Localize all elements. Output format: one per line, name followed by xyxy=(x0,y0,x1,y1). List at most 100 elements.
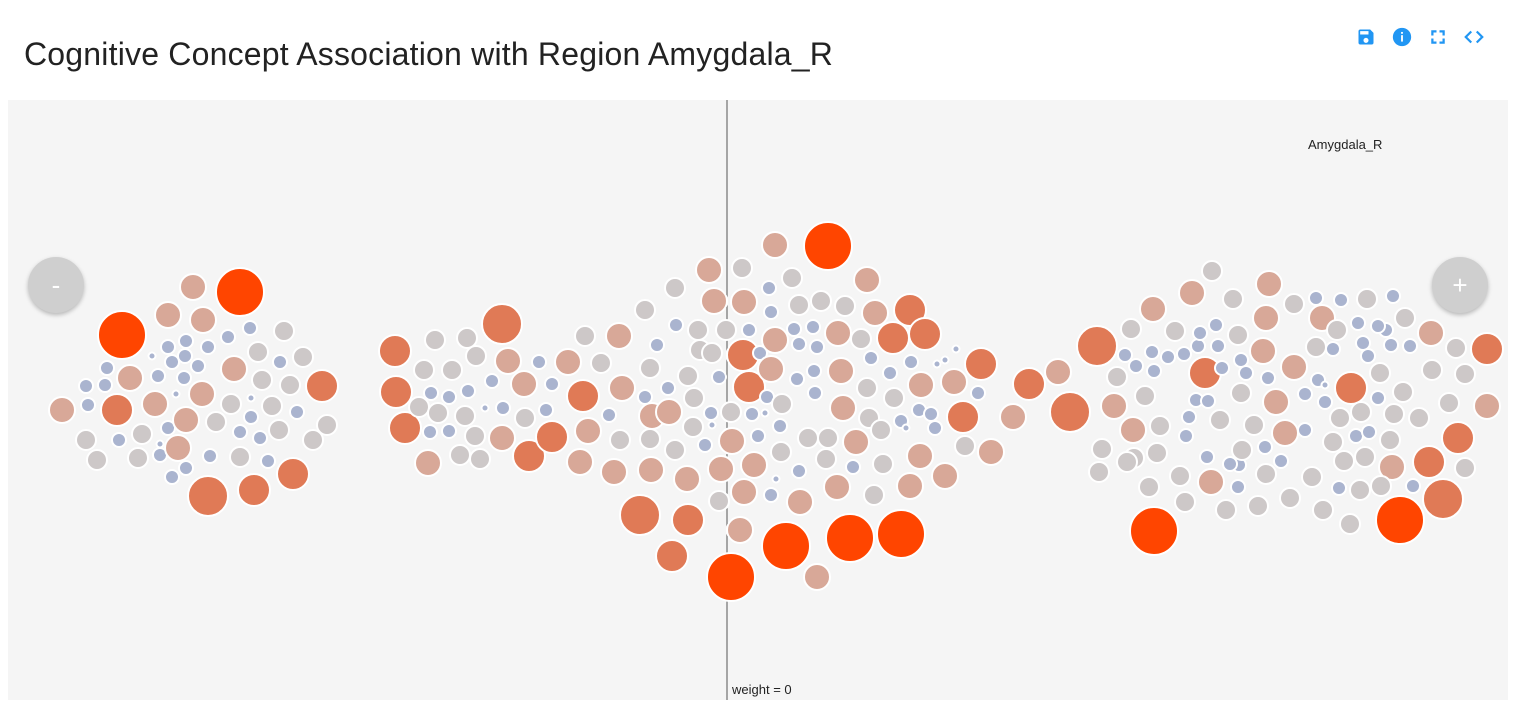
concept-bubble[interactable] xyxy=(664,439,686,461)
concept-bubble[interactable] xyxy=(292,346,314,368)
concept-bubble[interactable] xyxy=(1438,392,1460,414)
concept-bubble[interactable] xyxy=(1230,479,1246,495)
concept-bubble[interactable] xyxy=(574,325,596,347)
concept-bubble[interactable] xyxy=(940,355,950,365)
concept-bubble[interactable] xyxy=(673,465,701,493)
concept-bubble[interactable] xyxy=(100,393,134,427)
concept-bubble[interactable] xyxy=(494,347,522,375)
concept-bubble[interactable] xyxy=(842,428,870,456)
concept-bubble[interactable] xyxy=(1199,449,1215,465)
concept-bubble[interactable] xyxy=(1255,463,1277,485)
concept-bubble[interactable] xyxy=(544,376,560,392)
concept-bubble[interactable] xyxy=(805,319,821,335)
concept-bubble[interactable] xyxy=(1174,491,1196,513)
concept-bubble[interactable] xyxy=(1405,478,1421,494)
concept-bubble[interactable] xyxy=(1252,304,1280,332)
concept-bubble[interactable] xyxy=(1138,476,1160,498)
concept-bubble[interactable] xyxy=(788,294,810,316)
concept-bubble[interactable] xyxy=(1402,338,1418,354)
concept-bubble[interactable] xyxy=(514,407,536,429)
concept-bubble[interactable] xyxy=(637,389,653,405)
fullscreen-icon[interactable] xyxy=(1427,26,1449,48)
concept-bubble[interactable] xyxy=(1334,371,1368,405)
concept-bubble[interactable] xyxy=(1370,390,1386,406)
concept-bubble[interactable] xyxy=(1243,414,1265,436)
concept-bubble[interactable] xyxy=(171,389,181,399)
concept-bubble[interactable] xyxy=(907,371,935,399)
concept-bubble[interactable] xyxy=(1255,270,1283,298)
concept-bubble[interactable] xyxy=(220,329,236,345)
concept-bubble[interactable] xyxy=(803,563,831,591)
concept-bubble[interactable] xyxy=(164,354,180,370)
concept-bubble[interactable] xyxy=(261,395,283,417)
concept-bubble[interactable] xyxy=(1200,393,1216,409)
concept-bubble[interactable] xyxy=(1044,358,1072,386)
concept-bubble[interactable] xyxy=(531,354,547,370)
concept-bubble[interactable] xyxy=(1231,439,1253,461)
concept-bubble[interactable] xyxy=(1348,428,1364,444)
concept-bubble[interactable] xyxy=(189,306,217,334)
concept-bubble[interactable] xyxy=(178,460,194,476)
concept-bubble[interactable] xyxy=(488,424,516,452)
concept-bubble[interactable] xyxy=(1361,424,1377,440)
concept-bubble[interactable] xyxy=(1297,422,1313,438)
concept-bubble[interactable] xyxy=(655,398,683,426)
concept-bubble[interactable] xyxy=(260,453,276,469)
concept-bubble[interactable] xyxy=(732,370,766,404)
concept-bubble[interactable] xyxy=(718,427,746,455)
concept-bubble[interactable] xyxy=(127,447,149,469)
concept-bubble[interactable] xyxy=(1144,344,1160,360)
concept-bubble[interactable] xyxy=(761,326,789,354)
concept-bubble[interactable] xyxy=(883,387,905,409)
concept-bubble[interactable] xyxy=(1355,335,1371,351)
concept-bubble[interactable] xyxy=(205,411,227,433)
concept-bubble[interactable] xyxy=(752,345,768,361)
concept-bubble[interactable] xyxy=(1312,499,1334,521)
concept-bubble[interactable] xyxy=(761,521,811,571)
concept-bubble[interactable] xyxy=(605,322,633,350)
concept-bubble[interactable] xyxy=(1273,453,1289,469)
concept-bubble[interactable] xyxy=(870,419,892,441)
concept-bubble[interactable] xyxy=(1454,363,1476,385)
concept-bubble[interactable] xyxy=(772,418,788,434)
concept-bubble[interactable] xyxy=(1408,407,1430,429)
concept-bubble[interactable] xyxy=(726,516,754,544)
concept-bubble[interactable] xyxy=(179,273,207,301)
concept-bubble[interactable] xyxy=(188,380,216,408)
concept-bubble[interactable] xyxy=(660,380,676,396)
concept-bubble[interactable] xyxy=(954,435,976,457)
concept-bubble[interactable] xyxy=(1106,366,1128,388)
concept-bubble[interactable] xyxy=(825,513,875,563)
concept-bubble[interactable] xyxy=(574,417,602,445)
concept-bubble[interactable] xyxy=(378,334,412,368)
concept-bubble[interactable] xyxy=(1257,439,1273,455)
concept-bubble[interactable] xyxy=(1119,416,1147,444)
concept-bubble[interactable] xyxy=(817,427,839,449)
concept-bubble[interactable] xyxy=(413,359,435,381)
concept-bubble[interactable] xyxy=(1134,385,1156,407)
concept-bubble[interactable] xyxy=(1412,445,1446,479)
concept-bubble[interactable] xyxy=(750,428,766,444)
concept-bubble[interactable] xyxy=(872,453,894,475)
concept-bubble[interactable] xyxy=(1249,337,1277,365)
concept-bubble[interactable] xyxy=(1308,290,1324,306)
concept-bubble[interactable] xyxy=(512,439,546,473)
concept-bubble[interactable] xyxy=(1260,370,1276,386)
concept-bubble[interactable] xyxy=(761,231,789,259)
concept-bubble[interactable] xyxy=(760,408,770,418)
concept-bubble[interactable] xyxy=(771,393,793,415)
concept-bubble[interactable] xyxy=(741,322,757,338)
code-icon[interactable] xyxy=(1463,26,1485,48)
concept-bubble[interactable] xyxy=(1421,359,1443,381)
concept-bubble[interactable] xyxy=(823,473,851,501)
concept-bubble[interactable] xyxy=(761,280,777,296)
save-icon[interactable] xyxy=(1355,26,1377,48)
concept-bubble[interactable] xyxy=(999,403,1027,431)
concept-bubble[interactable] xyxy=(815,448,837,470)
concept-bubble[interactable] xyxy=(75,429,97,451)
concept-bubble[interactable] xyxy=(155,439,165,449)
concept-bubble[interactable] xyxy=(1227,324,1249,346)
concept-bubble[interactable] xyxy=(1215,499,1237,521)
concept-bubble[interactable] xyxy=(708,490,730,512)
concept-bubble[interactable] xyxy=(639,428,661,450)
